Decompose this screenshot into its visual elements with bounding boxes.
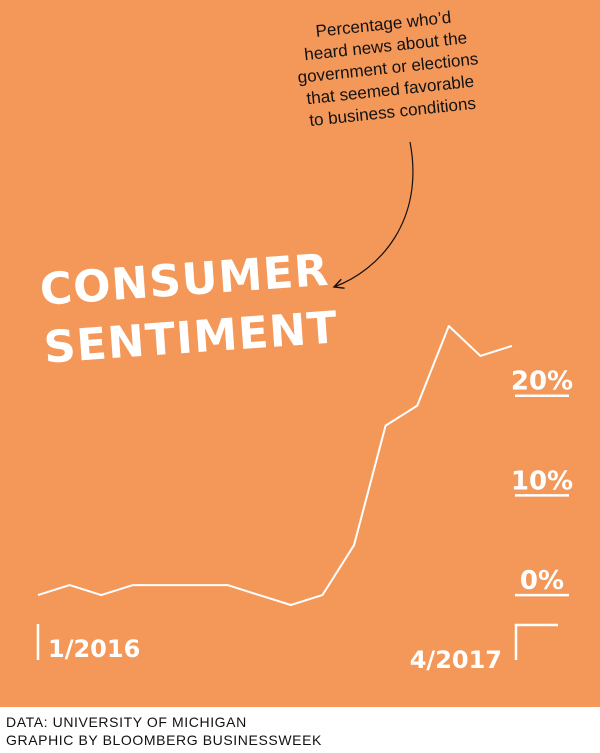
chart-plot: 0% 10% 20% 1/2016 4/2017 [36,141,573,674]
y-tick-label: 0% [520,566,564,596]
series-line [37,325,513,606]
x-axis: 1/2016 4/2017 [36,623,558,674]
y-tick-label: 10% [511,466,573,496]
x-tick-mark [514,623,558,660]
y-axis: 0% 10% 20% [511,367,573,597]
y-tick-label: 20% [511,367,573,397]
x-tick-label: 1/2016 [48,635,140,663]
footer: DATA: UNIVERSITY OF MICHIGAN GRAPHIC BY … [6,713,322,749]
source-note: DATA: UNIVERSITY OF MICHIGAN [6,714,247,730]
credit-note: GRAPHIC BY BLOOMBERG BUSINESSWEEK [6,732,322,748]
x-tick-label: 4/2017 [410,646,502,674]
annotation-arrow [334,141,414,287]
data-series [37,325,513,606]
chart-background [0,0,600,707]
